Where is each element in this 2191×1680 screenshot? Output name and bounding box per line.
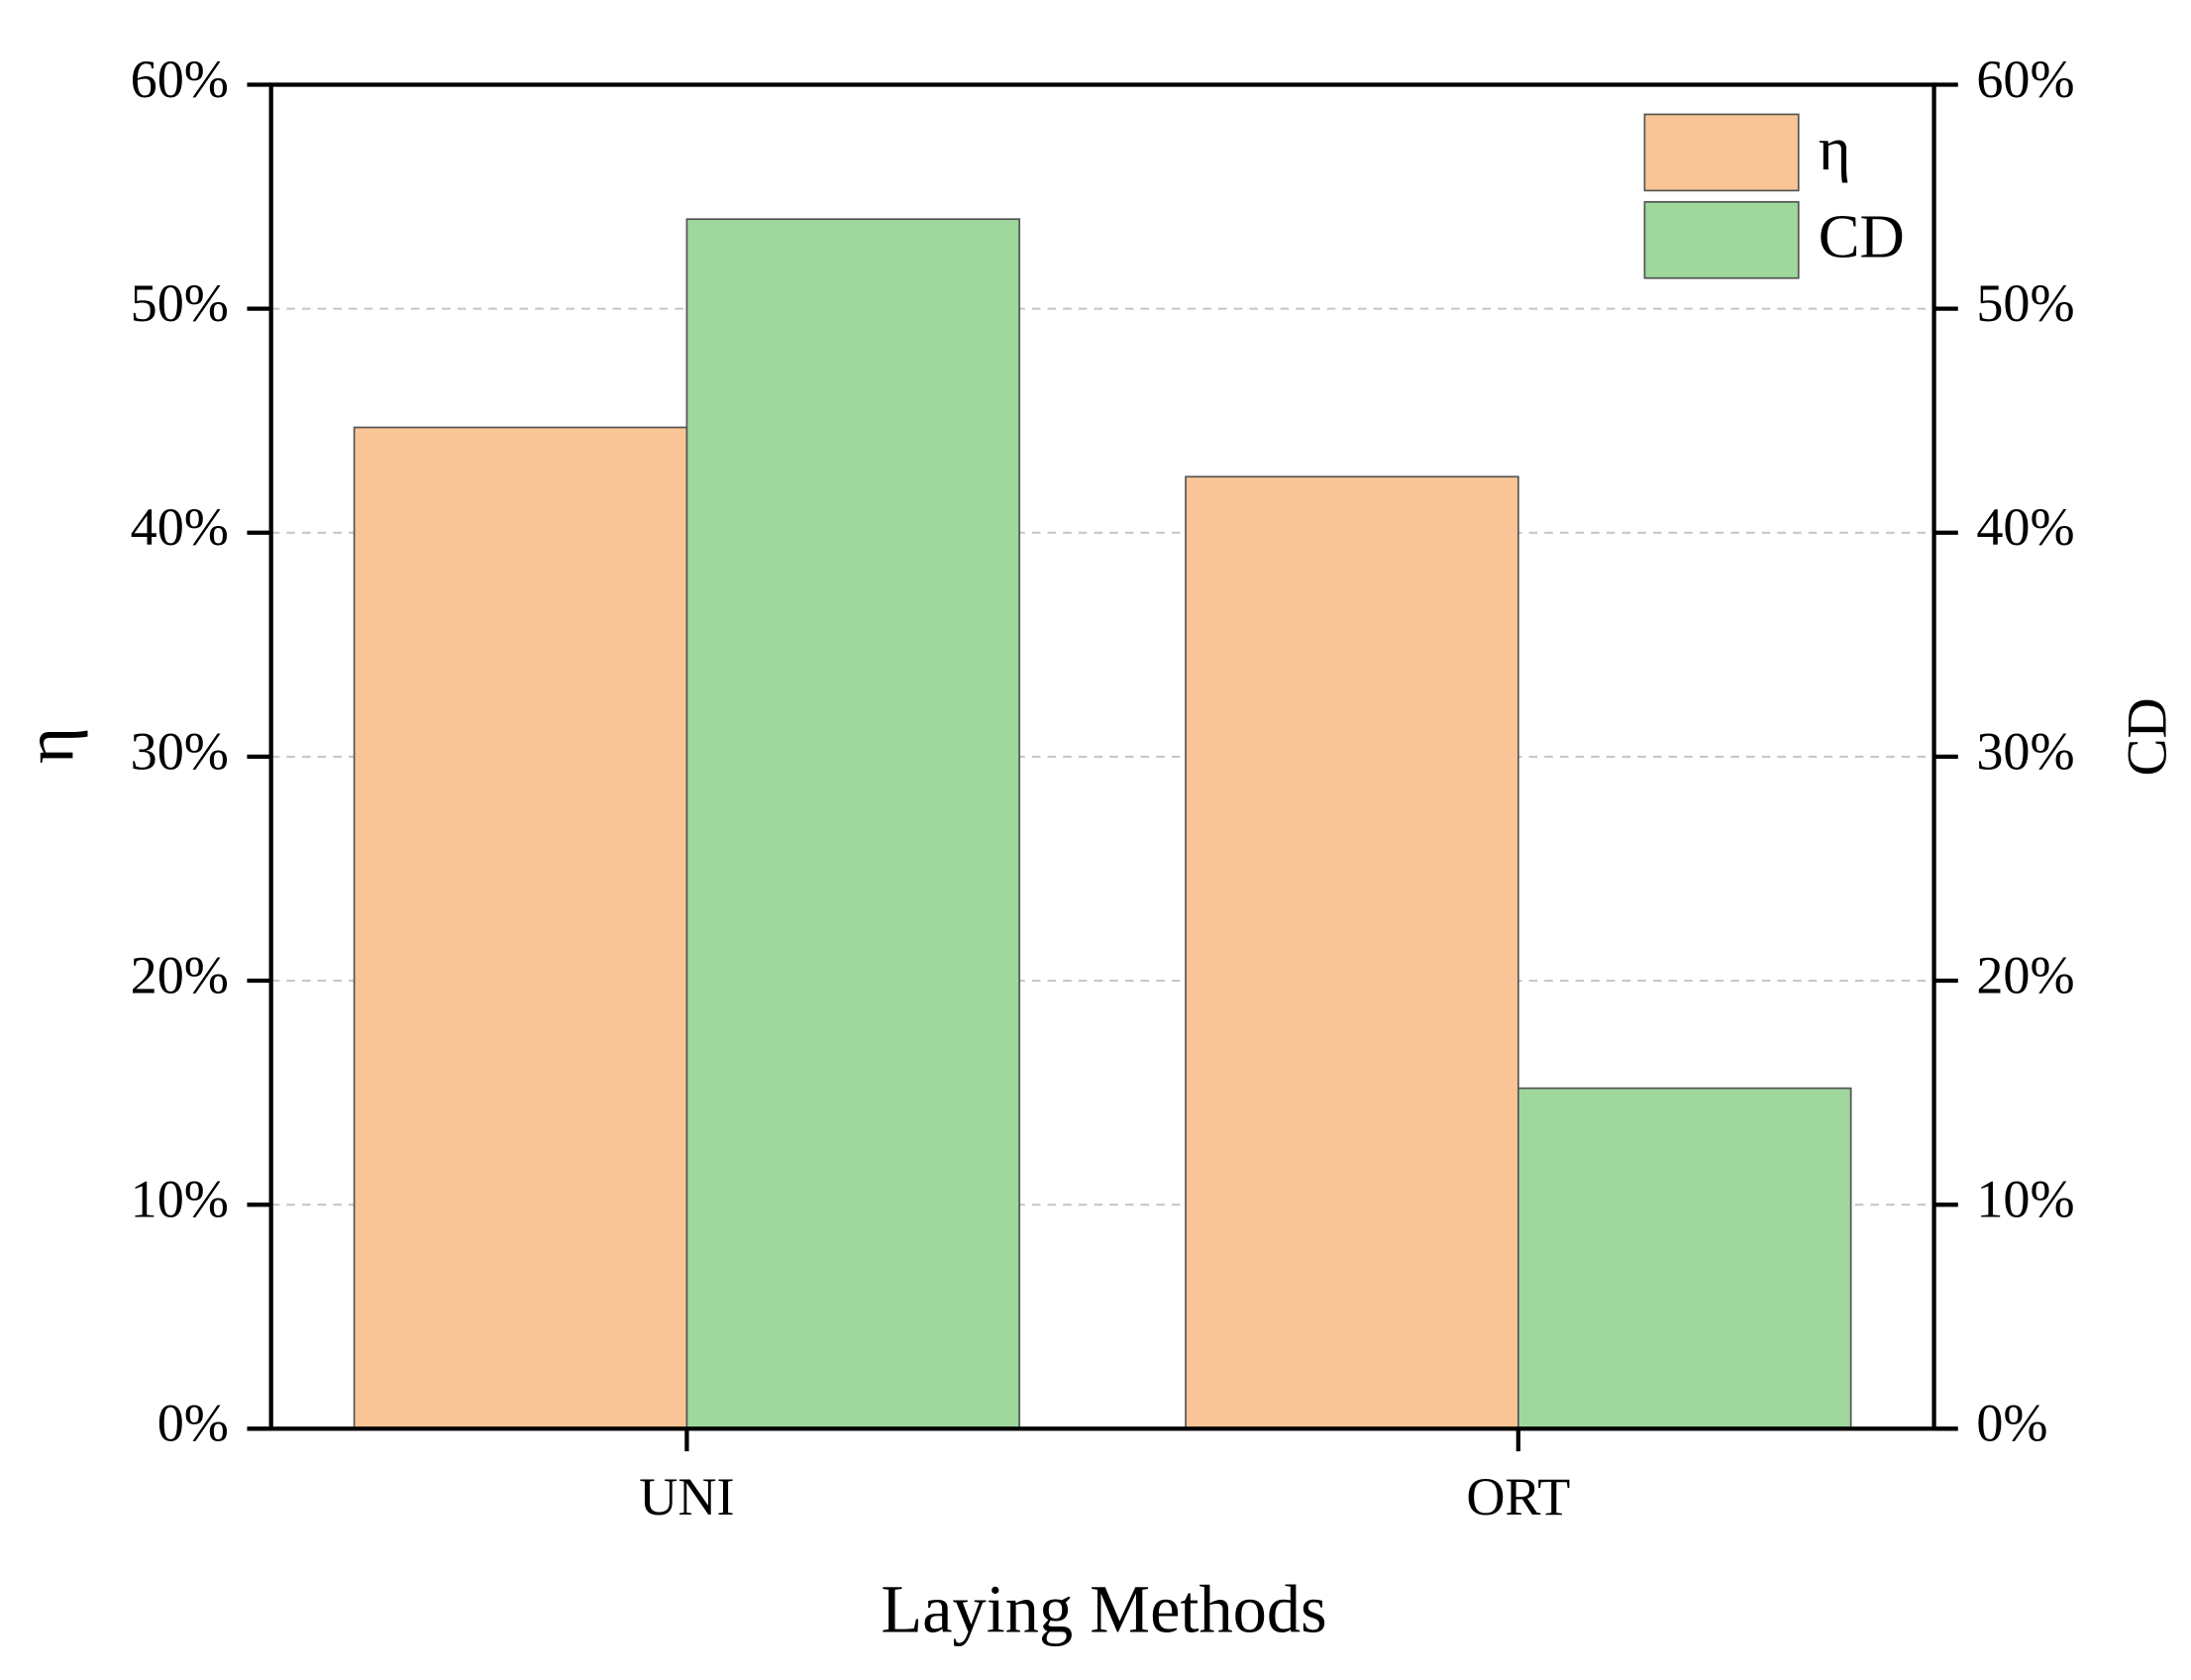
y2-tick-label: 50%	[1976, 273, 2074, 333]
y-tick-label: 20%	[131, 945, 229, 1004]
legend-swatch	[1643, 200, 1800, 279]
y-tick-label: 10%	[131, 1170, 229, 1229]
y2-tick-label: 30%	[1976, 721, 2074, 781]
y2-tick-label: 60%	[1976, 50, 2074, 109]
x-axis-title: Laying Methods	[881, 1572, 1326, 1647]
legend-swatch	[1643, 113, 1800, 192]
legend-label: η	[1819, 114, 1851, 183]
bar	[685, 218, 1021, 1430]
bar	[1516, 1087, 1852, 1430]
y2-tick-label: 0%	[1976, 1394, 2047, 1453]
x-tick-label: ORT	[1466, 1467, 1570, 1526]
y-tick-label: 50%	[131, 273, 229, 333]
y2-tick-label: 10%	[1976, 1170, 2074, 1229]
y-tick-label: 60%	[131, 50, 229, 109]
y2-axis-title: CD	[2117, 697, 2179, 776]
y-tick-label: 40%	[131, 497, 229, 557]
bar	[1185, 475, 1519, 1430]
y-tick-label: 30%	[131, 721, 229, 781]
legend-label: CD	[1819, 202, 1905, 271]
y-axis-title: η	[10, 727, 88, 764]
x-tick-label: UNI	[639, 1467, 734, 1526]
y2-tick-label: 40%	[1976, 497, 2074, 557]
y-tick-label: 0%	[157, 1394, 229, 1453]
y2-tick-label: 20%	[1976, 945, 2074, 1004]
bar	[353, 426, 688, 1430]
